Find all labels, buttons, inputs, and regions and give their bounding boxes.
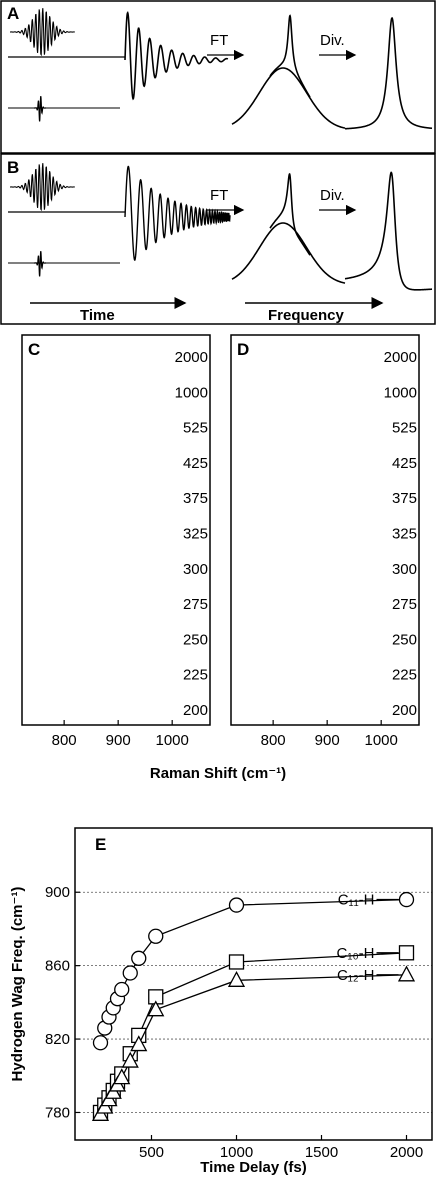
delay-label: 275 — [392, 596, 417, 613]
div-label: Div. — [320, 32, 345, 49]
marker — [92, 1035, 109, 1051]
div-label: Div. — [320, 187, 345, 204]
series-label: C₁₁-H — [338, 892, 375, 909]
delay-label: 275 — [183, 596, 208, 613]
delay-label: 225 — [183, 667, 208, 684]
waveform — [344, 16, 433, 130]
panel-frame — [230, 334, 420, 726]
y-tick-label: 820 — [45, 1031, 70, 1048]
marker — [130, 1035, 148, 1052]
ft-label: FT — [210, 187, 228, 204]
marker — [147, 1000, 165, 1017]
waveform — [124, 165, 231, 261]
waveform — [269, 14, 311, 98]
panel-a-frame — [0, 0, 436, 154]
x-tick-label: 900 — [315, 732, 340, 749]
x-axis-label: Raman Shift (cm⁻¹) — [150, 765, 286, 782]
marker — [397, 965, 416, 982]
waveform — [34, 251, 46, 277]
marker — [114, 981, 130, 998]
marker — [122, 965, 138, 981]
x-tick-label: 800 — [261, 732, 286, 749]
marker — [228, 954, 245, 970]
marker — [227, 970, 246, 987]
y-tick-label: 860 — [45, 958, 70, 975]
delay-label: 250 — [392, 631, 417, 648]
x-tick-label: 900 — [106, 732, 131, 749]
delay-label: 250 — [183, 631, 208, 648]
marker — [121, 1051, 139, 1068]
panel-label: B — [7, 158, 19, 177]
delay-label: 300 — [183, 561, 208, 578]
series-label: C₁₀-H — [337, 945, 375, 962]
series-line — [99, 974, 407, 1115]
panel-label: C — [28, 340, 40, 359]
delay-label: 425 — [392, 455, 417, 472]
x-tick-label: 500 — [139, 1144, 164, 1161]
delay-label: 200 — [183, 702, 208, 719]
waveform — [9, 163, 75, 212]
waveform — [231, 222, 346, 284]
delay-label: 525 — [183, 420, 208, 437]
delay-label: 200 — [392, 702, 417, 719]
waveform — [34, 96, 46, 122]
waveform — [124, 11, 229, 101]
delay-label: 2000 — [384, 349, 417, 366]
panel-label: E — [95, 835, 106, 854]
x-tick-label: 800 — [52, 732, 77, 749]
series-label: C₁₂-H — [337, 967, 375, 984]
panel-label: D — [237, 340, 249, 359]
x-axis-label: Time Delay (fs) — [200, 1159, 306, 1176]
delay-label: 325 — [392, 526, 417, 543]
delay-label: 525 — [392, 420, 417, 437]
y-tick-label: 780 — [45, 1104, 70, 1121]
ft-label: FT — [210, 32, 228, 49]
marker — [113, 1068, 131, 1085]
delay-label: 2000 — [175, 349, 208, 366]
waveform — [269, 172, 311, 256]
time-label: Time — [80, 307, 115, 324]
delay-label: 1000 — [384, 384, 417, 401]
marker — [228, 897, 245, 913]
panel-label: A — [7, 4, 19, 23]
marker — [398, 945, 415, 961]
delay-label: 375 — [392, 490, 417, 507]
delay-label: 325 — [183, 526, 208, 543]
x-tick-label: 1000 — [155, 732, 188, 749]
marker — [131, 950, 147, 966]
frequency-label: Frequency — [268, 307, 345, 324]
waveform — [344, 171, 433, 291]
delay-label: 425 — [183, 455, 208, 472]
delay-label: 375 — [183, 490, 208, 507]
x-tick-label: 1500 — [305, 1144, 338, 1161]
delay-label: 225 — [392, 667, 417, 684]
x-tick-label: 2000 — [390, 1144, 423, 1161]
plot-frame — [74, 827, 433, 1141]
y-axis-label: Hydrogen Wag Freq. (cm⁻¹) — [9, 887, 26, 1082]
marker — [148, 928, 164, 944]
waveform — [231, 67, 346, 129]
delay-label: 300 — [392, 561, 417, 578]
marker — [398, 891, 415, 908]
panel-b-frame — [0, 153, 436, 325]
waveform — [9, 8, 75, 57]
x-tick-label: 1000 — [364, 732, 397, 749]
panel-frame — [21, 334, 211, 726]
y-tick-label: 900 — [45, 884, 70, 901]
x-tick-label: 1000 — [220, 1144, 253, 1161]
delay-label: 1000 — [175, 384, 208, 401]
